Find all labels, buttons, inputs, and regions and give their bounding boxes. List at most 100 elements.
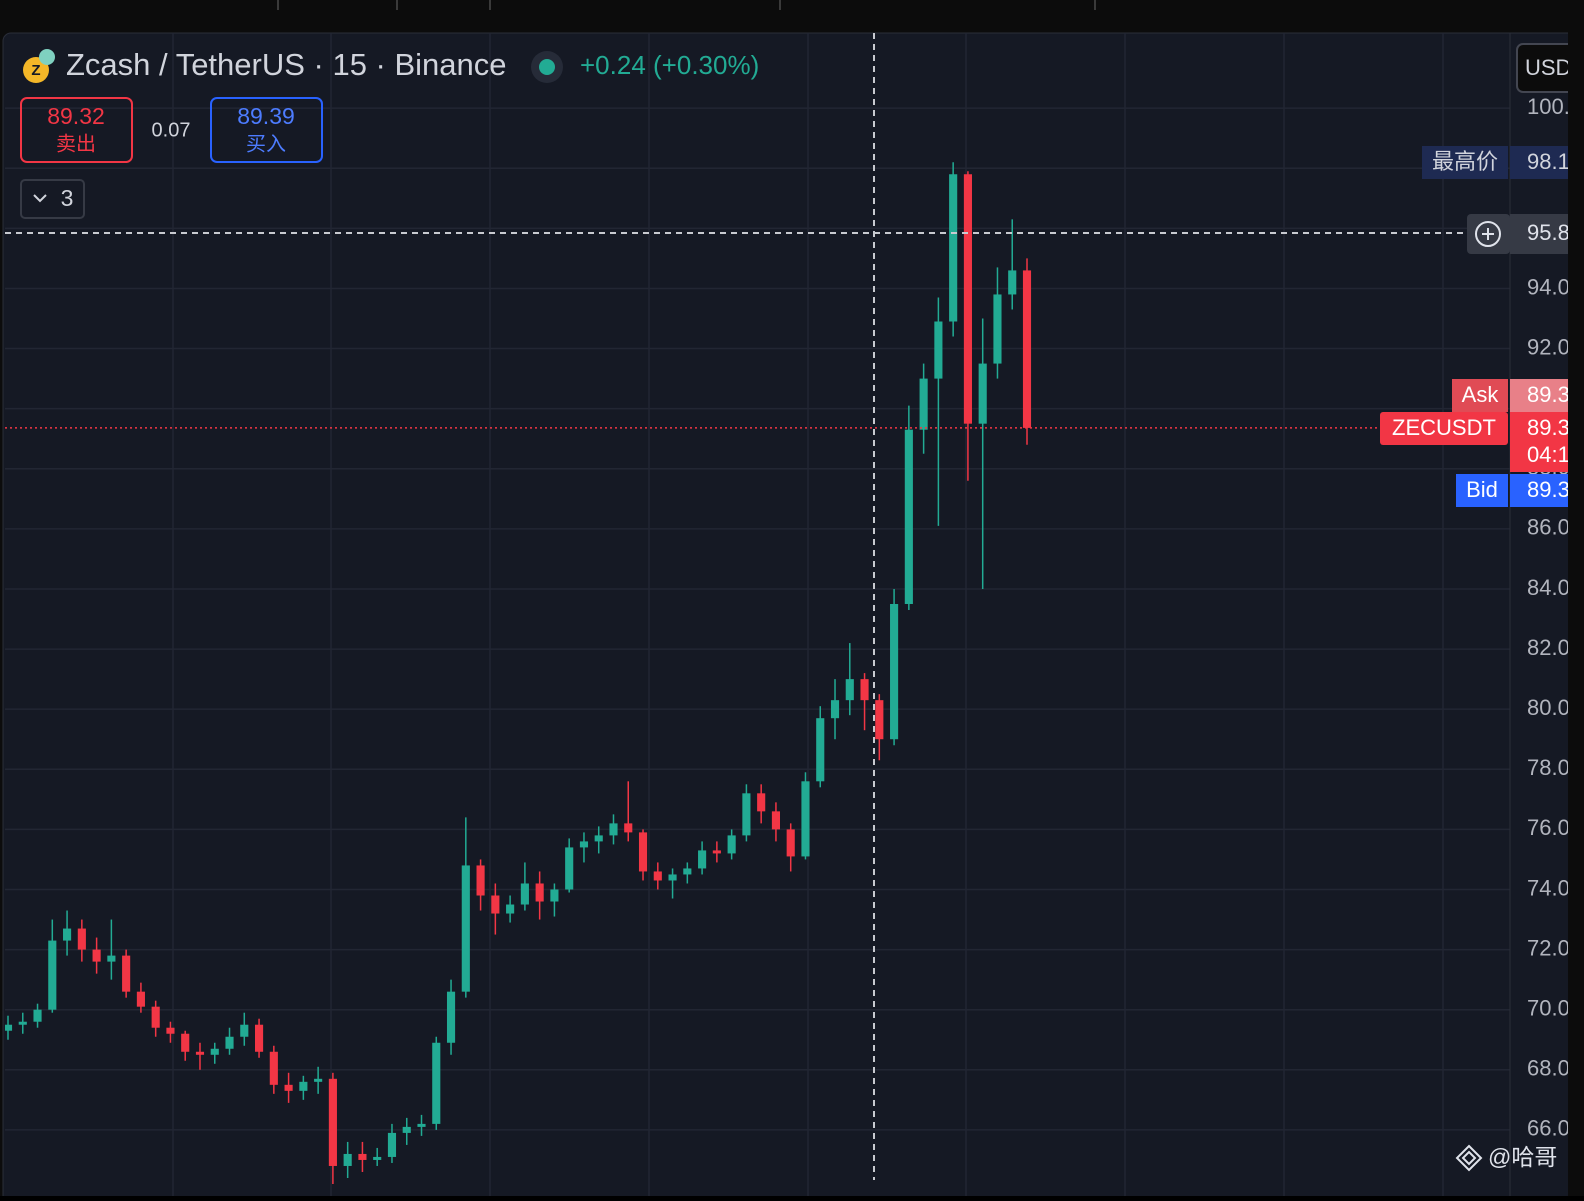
candle-body xyxy=(757,793,766,812)
high-tag xyxy=(1422,146,1508,179)
candle-body xyxy=(535,883,544,902)
candle-body xyxy=(343,1153,352,1166)
candle-body xyxy=(491,895,500,914)
candle-body xyxy=(890,603,899,740)
candle-body xyxy=(284,1084,293,1091)
candle-body xyxy=(181,1033,190,1052)
buy-price[interactable]: 89.39 xyxy=(237,103,295,129)
sell-button[interactable] xyxy=(20,97,133,163)
candle-body xyxy=(949,174,958,322)
ask-price-tag xyxy=(1510,379,1568,412)
candle-body xyxy=(461,865,470,992)
candle-body xyxy=(993,294,1002,364)
candle-body xyxy=(210,1048,219,1055)
last-price-tag xyxy=(1510,412,1568,472)
candle-body xyxy=(801,781,810,857)
y-tick-label: 94.00 xyxy=(1527,274,1582,299)
candle-body xyxy=(387,1132,397,1157)
buy-label[interactable]: 买入 xyxy=(246,133,286,155)
buy-button[interactable] xyxy=(210,97,323,163)
candle-body xyxy=(136,991,145,1007)
bid-tag xyxy=(1456,474,1508,507)
sell-price[interactable]: 89.32 xyxy=(47,103,105,129)
candle-body xyxy=(506,904,515,914)
candle-body xyxy=(1008,270,1017,295)
candle-body xyxy=(550,889,559,902)
y-tick-label: 82.00 xyxy=(1527,635,1582,660)
y-tick-label: 76.00 xyxy=(1527,815,1582,840)
high-price: 98.1 xyxy=(1527,149,1570,174)
indicators-toggle[interactable] xyxy=(20,179,85,219)
candle-body xyxy=(727,835,736,854)
candle-body xyxy=(269,1051,278,1085)
candle-body xyxy=(830,700,840,719)
candle-body xyxy=(963,174,972,424)
currency[interactable]: USD xyxy=(1525,55,1571,80)
candle-body xyxy=(476,865,485,896)
exchange-icon xyxy=(39,49,55,65)
candle-body xyxy=(565,847,574,890)
chevron xyxy=(33,194,47,203)
y-tick-label: 78.00 xyxy=(1527,755,1582,780)
high-price-tag xyxy=(1510,146,1568,179)
candle-body xyxy=(771,811,781,830)
sell-label[interactable]: 卖出 xyxy=(56,132,96,155)
toolbar-dividers xyxy=(277,0,1096,10)
candle-body xyxy=(1022,270,1032,428)
candle-body xyxy=(240,1024,249,1037)
crosshair-price: 95.8 xyxy=(1527,220,1570,245)
y-tick-label: 100.00 xyxy=(1527,94,1584,119)
candle-body xyxy=(712,850,721,854)
grid xyxy=(5,33,1510,1196)
last-price: 89.3 xyxy=(1527,415,1570,440)
plus xyxy=(1482,228,1494,240)
candle-body xyxy=(978,363,987,424)
bid-label: Bid xyxy=(1466,477,1498,502)
candle-body xyxy=(683,868,692,875)
spread: 0.07 xyxy=(152,119,191,141)
candle-body xyxy=(698,850,707,869)
watermark-logo xyxy=(1455,1144,1483,1172)
candle-body xyxy=(314,1078,323,1082)
candle-body xyxy=(668,874,677,881)
candle-body xyxy=(594,835,603,842)
overlay xyxy=(5,33,1468,1180)
candle-body xyxy=(33,1009,42,1022)
candle-body xyxy=(786,829,795,857)
candle-body xyxy=(653,871,662,881)
indicator-count[interactable]: 3 xyxy=(61,185,74,211)
candle-body xyxy=(18,1021,27,1025)
candle-body xyxy=(860,679,869,701)
candle-body xyxy=(624,823,633,833)
countdown: 04:1 xyxy=(1527,442,1570,467)
candle-body xyxy=(402,1126,411,1133)
symbol-tag xyxy=(1380,412,1508,445)
candle-body xyxy=(122,955,131,992)
candle-body xyxy=(638,832,648,872)
candle-body xyxy=(77,928,86,950)
y-tick-label: 86.00 xyxy=(1527,515,1582,540)
candle-body xyxy=(520,883,529,905)
candle-body xyxy=(417,1123,426,1127)
candle-body xyxy=(328,1078,337,1166)
watermark: @哈哥 xyxy=(1488,1144,1557,1170)
bid-price-tag xyxy=(1510,474,1568,507)
candle-body xyxy=(299,1081,308,1091)
y-tick-label: 80.00 xyxy=(1527,695,1582,720)
candle-body xyxy=(432,1042,441,1124)
ask-label: Ask xyxy=(1462,382,1500,407)
candle-body xyxy=(254,1024,264,1052)
market-status xyxy=(539,59,555,75)
y-tick-label: 92.00 xyxy=(1527,334,1582,359)
candle-body xyxy=(48,940,57,1010)
currency-button[interactable] xyxy=(1516,43,1584,93)
candle-body xyxy=(875,700,884,740)
candle-body xyxy=(446,991,456,1043)
candle-body xyxy=(373,1156,382,1160)
candle-body xyxy=(579,841,589,848)
candle-body xyxy=(904,429,913,604)
add-alert-icon xyxy=(1475,221,1501,247)
y-tick-label: 70.00 xyxy=(1527,996,1582,1021)
